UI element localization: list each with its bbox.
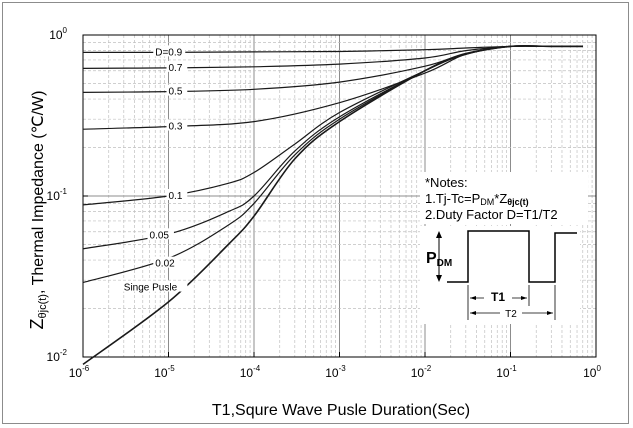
curve-label-bg xyxy=(166,189,188,200)
x-tick-label: 10-1 xyxy=(496,364,517,380)
curve-label: 0.5 xyxy=(169,87,183,98)
curve-label-bg xyxy=(147,228,174,240)
curve-label-bg xyxy=(166,119,188,131)
y-tick-label: 10-1 xyxy=(47,187,68,203)
x-tick-label: 10-6 xyxy=(69,364,90,380)
notes-title: *Notes: xyxy=(425,175,468,190)
curve-label: 0.05 xyxy=(150,230,170,241)
x-axis-title: T1,Squre Wave Pusle Duration(Sec) xyxy=(212,402,470,419)
y-tick-label: 100 xyxy=(49,26,67,42)
x-axis-ticks: 10-6 10-5 10-4 10-3 10-2 10-1 100 xyxy=(69,352,601,380)
x-tick-label: 10-5 xyxy=(154,364,175,380)
curve-label-bg xyxy=(153,45,186,57)
x-tick-label: 10-3 xyxy=(325,364,346,380)
notes-line-1: 1.Tj-Tc=PDM*Zθjc(t) xyxy=(425,191,529,207)
t1-label: T1 xyxy=(491,290,505,304)
t2-label: T2 xyxy=(505,309,517,320)
curve-label: Singe Pusle xyxy=(124,283,178,294)
y-axis-title: Zθjc(t), Thermal Impedance (℃/W) xyxy=(27,91,49,330)
y-axis-ticks: 10-2 10-1 100 xyxy=(47,26,88,364)
curve-label: 0.1 xyxy=(169,191,183,202)
pulse-waveform xyxy=(447,230,577,283)
x-tick-label: 100 xyxy=(583,364,601,380)
notes-box: *Notes: 1.Tj-Tc=PDM*Zθjc(t) 2.Duty Facto… xyxy=(420,172,588,224)
notes-line-2: 2.Duty Factor D=T1/T2 xyxy=(425,207,558,222)
curve-label: 0.02 xyxy=(155,259,175,270)
curve-label: 0.7 xyxy=(169,63,183,74)
x-tick-label: 10-4 xyxy=(240,364,261,380)
curve-label-bg xyxy=(153,256,180,268)
y-axis-title-sub: θjc(t) xyxy=(37,294,49,318)
y-tick-label: 10-2 xyxy=(47,348,68,364)
y-axis-title-rest: , Thermal Impedance (℃/W) xyxy=(30,91,47,295)
y-axis-title-main: Z xyxy=(27,318,47,329)
pdm-label: PDM xyxy=(426,250,452,269)
curve-label-bg xyxy=(166,60,188,72)
curve-label-bg xyxy=(121,280,188,292)
x-tick-label: 10-2 xyxy=(411,364,432,380)
curve-label: D=0.9 xyxy=(155,47,182,58)
pulse-waveform-inset: PDM T1 T2 xyxy=(420,226,580,324)
curve-label-bg xyxy=(166,84,188,96)
curve-labels: D=0.9 0.7 0.5 0.3 0.1 0.05 0.02 Singe Pusle xyxy=(121,45,188,294)
curve-label: 0.3 xyxy=(169,122,183,133)
curve-singe-pusle xyxy=(82,45,583,366)
